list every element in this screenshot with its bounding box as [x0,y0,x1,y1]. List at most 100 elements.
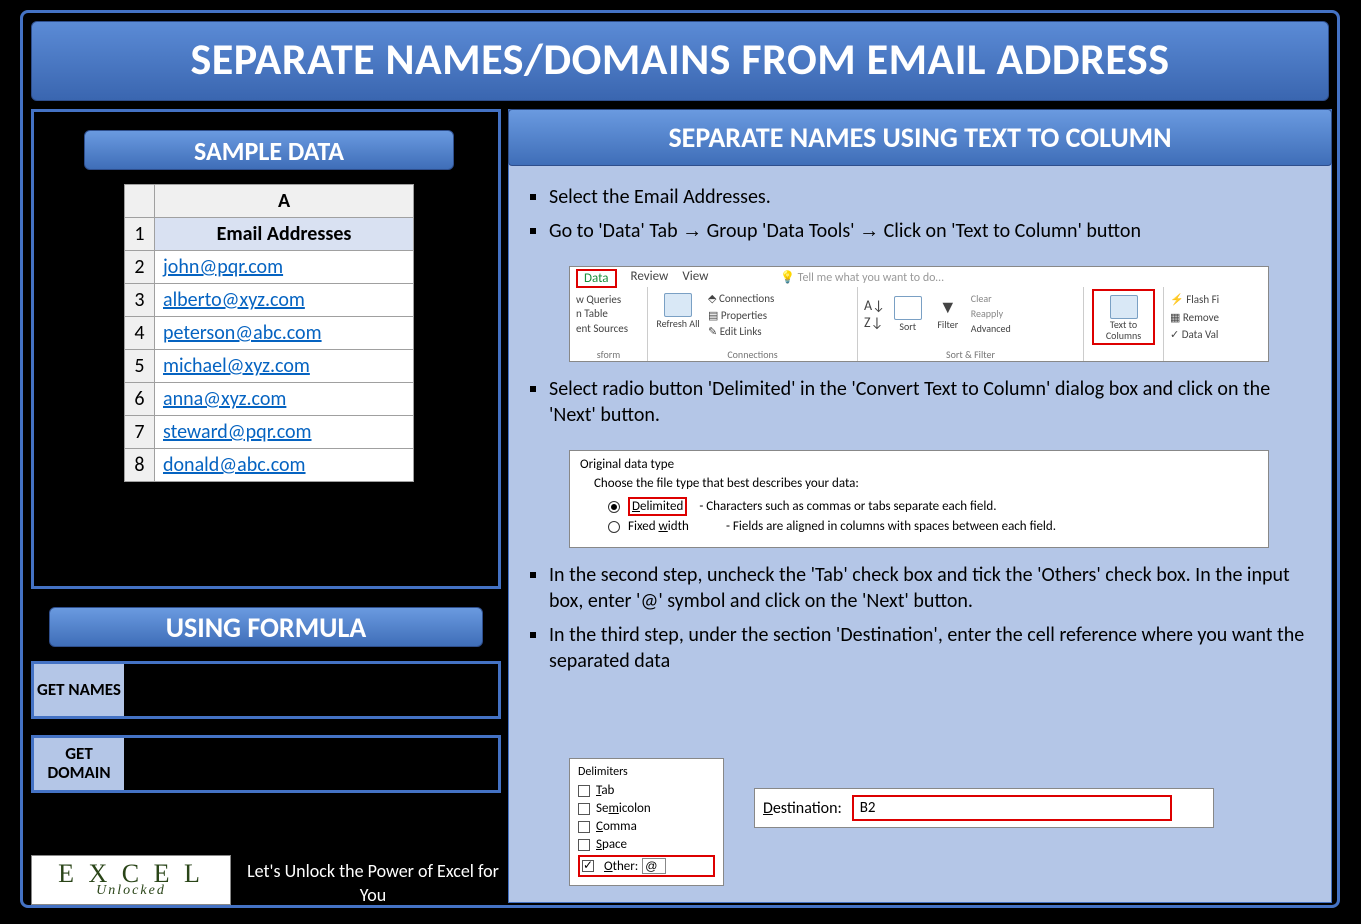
email-cell: peterson@abc.com [155,317,414,350]
ribbon-item[interactable]: ✎ Edit Links [708,324,774,341]
step-item: In the second step, uncheck the 'Tab' ch… [549,562,1311,614]
destination-input[interactable]: B2 [852,795,1172,821]
checkbox-space[interactable]: Space [578,837,715,852]
ribbon-item[interactable]: ▤ Properties [708,308,774,325]
ribbon-item: w Queries [576,293,641,307]
email-link[interactable]: anna@xyz.com [163,387,286,411]
row-number: 8 [125,449,155,482]
step-text: Select radio button 'Delimited' in the '… [549,377,1270,427]
get-domain-row: GET DOMAIN [31,735,501,793]
ribbon-group-label: Sort & Filter [858,348,1083,361]
radio-delimited-row[interactable]: Delimited - Characters such as commas or… [608,497,1258,516]
ribbon-item: Clear [971,291,1011,306]
step-text: Group 'Data Tools' [707,219,859,243]
arrow-icon: → [859,220,879,242]
row-number: 5 [125,350,155,383]
ribbon-item: n Table [576,307,641,321]
tell-me-box[interactable]: 💡 Tell me what you want to do… [780,270,944,285]
step-list: Select radio button 'Delimited' in the '… [509,372,1331,446]
destination-label: Destination: [763,799,842,818]
ribbon-item: ent Sources [576,322,641,336]
email-link[interactable]: alberto@xyz.com [163,288,305,312]
get-domain-label: GET DOMAIN [34,738,124,790]
step-text: In the second step, uncheck the 'Tab' ch… [549,563,1290,613]
email-link[interactable]: michael@xyz.com [163,354,310,378]
row-number: 1 [125,218,155,251]
ribbon-group-label: Connections [648,348,857,361]
email-link[interactable]: john@pqr.com [163,255,283,279]
sample-data-heading: SAMPLE DATA [84,130,454,170]
checkbox-semicolon[interactable]: Semicolon [578,801,715,816]
step-item: In the third step, under the section 'De… [549,622,1311,674]
arrow-icon: → [682,220,702,242]
email-link[interactable]: peterson@abc.com [163,321,322,345]
step-list: Select the Email Addresses. Go to 'Data'… [509,166,1331,262]
ribbon-item[interactable]: ⚡ Flash Fi [1170,291,1262,309]
ribbon-group-label: sform [570,348,647,361]
ribbon-tab-review[interactable]: Review [631,269,669,288]
text-to-columns-button[interactable]: Text to Columns [1092,289,1155,345]
email-cell: anna@xyz.com [155,383,414,416]
dialog-group-label: Original data type [580,457,1258,472]
get-names-label: GET NAMES [34,664,124,716]
bottom-screenshots-row: Delimiters Tab Semicolon Comma Space Oth… [569,758,1214,886]
using-formula-heading: USING FORMULA [49,607,483,647]
radio-fixedwidth-row[interactable]: Fixed width - Fields are aligned in colu… [608,519,1258,534]
email-link[interactable]: donald@abc.com [163,453,306,477]
radio-fixedwidth-label: Fixed width [628,519,718,534]
ribbon-item: Reapply [971,306,1011,321]
ribbon-button-label: Refresh All [654,317,702,330]
row-number: 7 [125,416,155,449]
checkbox-checked-icon [582,860,594,872]
wizard-step1-dialog: Original data type Choose the file type … [569,450,1269,548]
excel-ribbon-screenshot: Data Review View 💡 Tell me what you want… [569,266,1269,362]
tell-me-text: Tell me what you want to do… [798,271,944,285]
email-link[interactable]: steward@pqr.com [163,420,312,444]
ribbon-tabs: Data Review View [576,269,708,288]
radio-selected-icon [608,501,620,513]
excel-unlocked-logo: E X C E L Unlocked [31,855,231,905]
infographic-frame: SEPARATE NAMES/DOMAINS FROM EMAIL ADDRES… [20,10,1340,908]
checkbox-other[interactable]: Other: [578,855,715,877]
table-header-cell: Email Addresses [155,218,414,251]
logo-line1: E X C E L [58,862,204,885]
other-label: Other: [604,859,638,874]
sample-data-panel: SAMPLE DATA A 1 Email Addresses 2 john@pq… [31,109,501,589]
column-header-a: A [155,185,414,218]
row-number: 2 [125,251,155,284]
get-names-row: GET NAMES [31,661,501,719]
ribbon-button-label: Sort [891,320,925,333]
ribbon-item[interactable]: Advanced [971,321,1011,336]
logo-line2: Unlocked [96,885,166,898]
ribbon-item[interactable]: ▦ Remove [1170,309,1262,327]
instructions-heading: SEPARATE NAMES USING TEXT TO COLUMN [508,109,1332,166]
checkbox-comma[interactable]: Comma [578,819,715,834]
ribbon-item[interactable]: ✓ Data Val [1170,326,1262,344]
email-cell: michael@xyz.com [155,350,414,383]
ribbon-item[interactable]: ⬘ Connections [708,291,774,308]
step-text: Select the Email Addresses. [549,185,771,209]
step-item: Select the Email Addresses. [549,184,1311,210]
email-cell: alberto@xyz.com [155,284,414,317]
delimiters-label: Delimiters [578,765,715,779]
row-number: 4 [125,317,155,350]
filter-icon[interactable]: ▼ [939,296,957,318]
step-item: Go to 'Data' Tab → Group 'Data Tools' → … [549,218,1311,244]
email-cell: steward@pqr.com [155,416,414,449]
radio-delimited-label: Delimited [628,497,687,516]
radio-description: - Characters such as commas or tabs sepa… [699,499,996,514]
email-cell: donald@abc.com [155,449,414,482]
other-delimiter-input[interactable] [642,858,666,874]
checkbox-tab[interactable]: Tab [578,783,715,798]
step-list: In the second step, uncheck the 'Tab' ch… [509,558,1331,692]
step-text: Click on 'Text to Column' button [884,219,1141,243]
row-number: 6 [125,383,155,416]
refresh-icon[interactable] [664,293,692,317]
step-item: Select radio button 'Delimited' in the '… [549,376,1311,428]
ribbon-tab-view[interactable]: View [682,269,708,288]
step-text: Go to 'Data' Tab [549,219,682,243]
sort-icon[interactable] [894,296,922,320]
tagline-text: Let's Unlock the Power of Excel for You [238,859,508,908]
ribbon-tab-data[interactable]: Data [576,269,617,288]
instructions-panel: SEPARATE NAMES USING TEXT TO COLUMN Sele… [508,109,1332,903]
